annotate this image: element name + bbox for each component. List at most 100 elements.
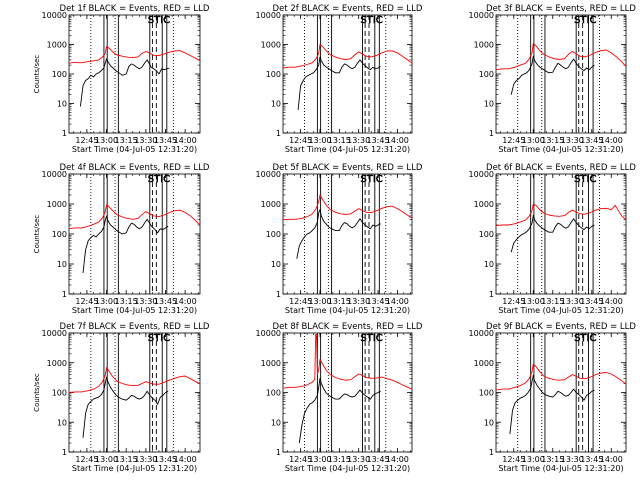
x-tick-label: 14:00	[174, 136, 197, 145]
series-line-black	[82, 215, 169, 274]
series-line-red	[282, 333, 413, 390]
overlay-label: STIC	[574, 333, 596, 344]
y-tick-label: 10000	[256, 329, 281, 338]
x-tick-label: 13:00	[95, 297, 118, 306]
plot-frame	[68, 14, 201, 134]
x-tick-label: 13:15	[541, 297, 564, 306]
x-tick-label: 12:45	[502, 455, 525, 464]
x-tick-label: 12:45	[75, 136, 98, 145]
x-tick-label: 13:00	[522, 297, 545, 306]
plot-frame	[282, 14, 413, 134]
y-tick-label: 10000	[469, 170, 494, 179]
x-tick-label: 13:00	[95, 455, 118, 464]
chart-title: Det 2f BLACK = Events, RED = LLD	[273, 4, 423, 14]
y-tick-label: 1000	[261, 41, 281, 50]
x-tick-label: 13:30	[561, 297, 584, 306]
y-tick-label: 100	[266, 389, 281, 398]
y-tick-label: 100	[52, 230, 67, 239]
x-tick-label: 13:30	[561, 455, 584, 464]
x-tick-label: 13:15	[328, 136, 351, 145]
y-tick-label: 1	[489, 129, 494, 138]
y-tick-label: 10000	[42, 11, 67, 20]
x-tick-label: 13:15	[541, 136, 564, 145]
x-tick-label: 13:15	[115, 136, 138, 145]
x-tick-label: 13:00	[308, 136, 331, 145]
chart-title: Det 5f BLACK = Events, RED = LLD	[273, 163, 423, 173]
series-line-red	[495, 42, 627, 71]
y-axis-label: Counts/sec	[33, 373, 41, 412]
x-tick-label: 14:00	[386, 455, 409, 464]
y-tick-label: 10	[484, 260, 494, 269]
x-tick-label: 14:00	[174, 297, 197, 306]
x-tick-label: 12:45	[289, 297, 312, 306]
y-tick-label: 1	[489, 448, 494, 457]
x-tick-label: 13:30	[347, 297, 370, 306]
y-tick-label: 10	[271, 100, 281, 109]
series-line-red	[68, 46, 201, 64]
x-tick-label: 13:15	[541, 455, 564, 464]
x-tick-label: 13:45	[154, 455, 177, 464]
plot-frame	[68, 332, 201, 453]
series-line-red	[282, 194, 413, 221]
x-tick-label: 13:15	[115, 297, 138, 306]
overlay-label: STIC	[360, 333, 382, 344]
y-tick-label: 10000	[256, 11, 281, 20]
y-tick-label: 100	[266, 230, 281, 239]
series-line-black	[510, 214, 595, 253]
x-tick-label: 13:00	[522, 455, 545, 464]
x-axis-label: Start Time (04-Jul-05 12:31:20)	[498, 306, 623, 315]
y-tick-label: 1000	[474, 359, 494, 368]
x-tick-label: 13:30	[134, 455, 157, 464]
x-tick-label: 13:15	[328, 297, 351, 306]
y-tick-label: 1000	[261, 359, 281, 368]
y-tick-label: 10	[57, 418, 67, 427]
x-axis-label: Start Time (04-Jul-05 12:31:20)	[285, 306, 410, 315]
series-line-black	[509, 374, 595, 435]
y-tick-label: 100	[479, 230, 494, 239]
y-tick-label: 100	[52, 70, 67, 79]
overlay-label: STIC	[360, 174, 382, 185]
overlay-label: STIC	[574, 15, 596, 26]
y-axis-label: Counts/sec	[33, 215, 41, 254]
x-tick-label: 13:00	[308, 297, 331, 306]
y-tick-label: 1	[276, 129, 281, 138]
series-line-black	[79, 58, 170, 107]
y-tick-label: 1000	[474, 200, 494, 209]
series-line-red	[282, 44, 413, 69]
plot-frame	[495, 173, 627, 295]
overlay-label: STIC	[148, 174, 170, 185]
x-tick-label: 14:00	[600, 455, 623, 464]
y-tick-label: 1	[62, 290, 67, 299]
x-tick-label: 13:45	[580, 297, 603, 306]
y-tick-label: 1000	[47, 41, 67, 50]
y-tick-label: 10000	[469, 329, 494, 338]
x-tick-label: 13:30	[134, 136, 157, 145]
y-tick-label: 1	[62, 448, 67, 457]
x-tick-label: 14:00	[386, 136, 409, 145]
y-tick-label: 1	[276, 290, 281, 299]
y-tick-label: 100	[52, 389, 67, 398]
y-tick-label: 1000	[47, 200, 67, 209]
chart-title: Det 9f BLACK = Events, RED = LLD	[486, 322, 636, 332]
series-line-red	[68, 204, 201, 230]
x-tick-label: 13:45	[366, 136, 389, 145]
y-tick-label: 10000	[42, 329, 67, 338]
y-tick-label: 10000	[469, 11, 494, 20]
x-axis-label: Start Time (04-Jul-05 12:31:20)	[285, 145, 410, 154]
x-tick-label: 14:00	[386, 297, 409, 306]
y-tick-label: 10	[271, 418, 281, 427]
x-tick-label: 13:45	[154, 297, 177, 306]
y-tick-label: 100	[479, 70, 494, 79]
series-line-black	[510, 55, 595, 95]
y-tick-label: 10	[57, 260, 67, 269]
x-axis-label: Start Time (04-Jul-05 12:31:20)	[72, 306, 197, 315]
y-tick-label: 1000	[474, 41, 494, 50]
overlay-label: STIC	[148, 15, 170, 26]
